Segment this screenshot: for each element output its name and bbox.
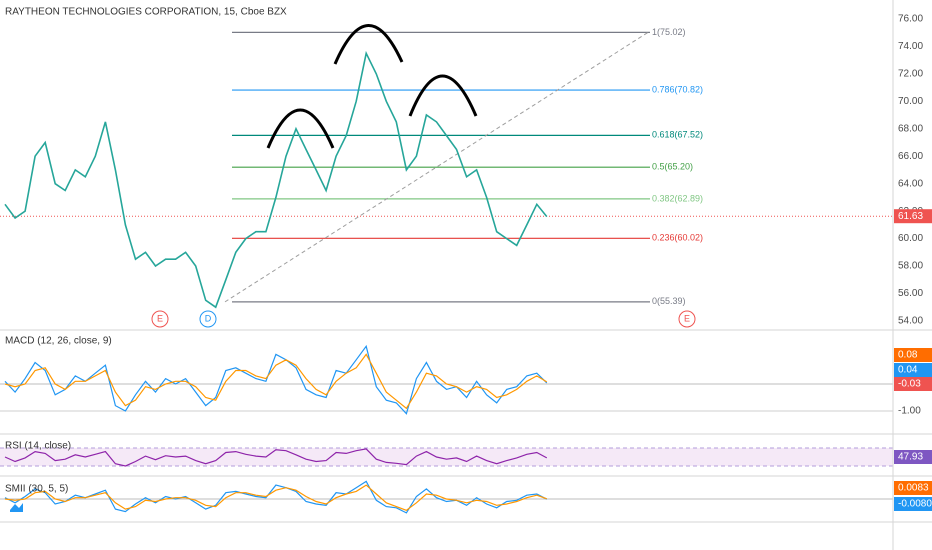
fib-label: 0.786(70.82): [652, 84, 703, 94]
event-label: D: [205, 313, 212, 323]
y-tick-label: 74.00: [898, 41, 923, 52]
chart-title: RAYTHEON TECHNOLOGIES CORPORATION, 15, C…: [5, 7, 287, 18]
pattern-arcs: [266, 24, 478, 149]
event-marker: [199, 310, 217, 328]
pane-title: MACD (12, 26, close, 9): [5, 336, 112, 347]
y-tick-label: -1.00: [898, 406, 921, 417]
y-tick-label: 64.00: [898, 178, 923, 189]
head-arc: [333, 24, 404, 65]
right-shoulder-arc: [408, 74, 478, 117]
series-line: [4, 50, 548, 309]
value-label: -0.03: [898, 379, 921, 390]
y-tick-label: 68.00: [898, 123, 923, 134]
series-line: [4, 484, 548, 511]
fib-label: 1(75.02): [652, 27, 686, 37]
value-box: [894, 497, 932, 511]
fib-label: 0(55.39): [652, 296, 686, 306]
value-label: -0.0080: [898, 499, 932, 510]
marks-layer: [0, 31, 893, 514]
fib-label: 0.382(62.89): [652, 193, 703, 203]
y-tick-label: 76.00: [898, 14, 923, 25]
value-box: [894, 481, 932, 495]
value-label: 0.08: [898, 350, 918, 361]
value-label: 0.0083: [898, 483, 929, 494]
pane-title: SMII (30, 5, 5): [5, 484, 68, 495]
event-label: E: [157, 313, 163, 323]
y-tick-label: 56.00: [898, 288, 923, 299]
text-layer: RAYTHEON TECHNOLOGIES CORPORATION, 15, C…: [5, 7, 703, 512]
y-tick-label: 66.00: [898, 151, 923, 162]
value-box: [894, 450, 932, 464]
y-tick-label: 54.00: [898, 316, 923, 327]
value-box: [894, 348, 932, 362]
value-label: 0.04: [898, 365, 918, 376]
pane-title: RSI (14, close): [5, 441, 71, 452]
event-marker: [151, 310, 169, 328]
indicator-icon: [10, 503, 23, 512]
left-shoulder-arc: [266, 108, 335, 149]
value-box: [894, 363, 932, 377]
y-tick-label: 58.00: [898, 261, 923, 272]
fib-label: 0.236(60.02): [652, 233, 703, 243]
y-tick-label: 72.00: [898, 68, 923, 79]
y-tick-label: 60.00: [898, 233, 923, 244]
last-price-label: 61.63: [898, 211, 923, 222]
fib-label: 0.618(67.52): [652, 130, 703, 140]
price-axis-bg: [893, 0, 932, 550]
event-marker: [678, 310, 696, 328]
series-line: [4, 448, 548, 467]
last-price-box: [894, 209, 932, 224]
series-line: [4, 353, 548, 410]
value-box: [894, 377, 932, 391]
fib-label: 0.5(65.20): [652, 162, 693, 172]
y-tick-label: 70.00: [898, 96, 923, 107]
value-label: 47.93: [898, 452, 923, 463]
event-label: E: [684, 313, 690, 323]
rsi-band: [0, 448, 893, 466]
